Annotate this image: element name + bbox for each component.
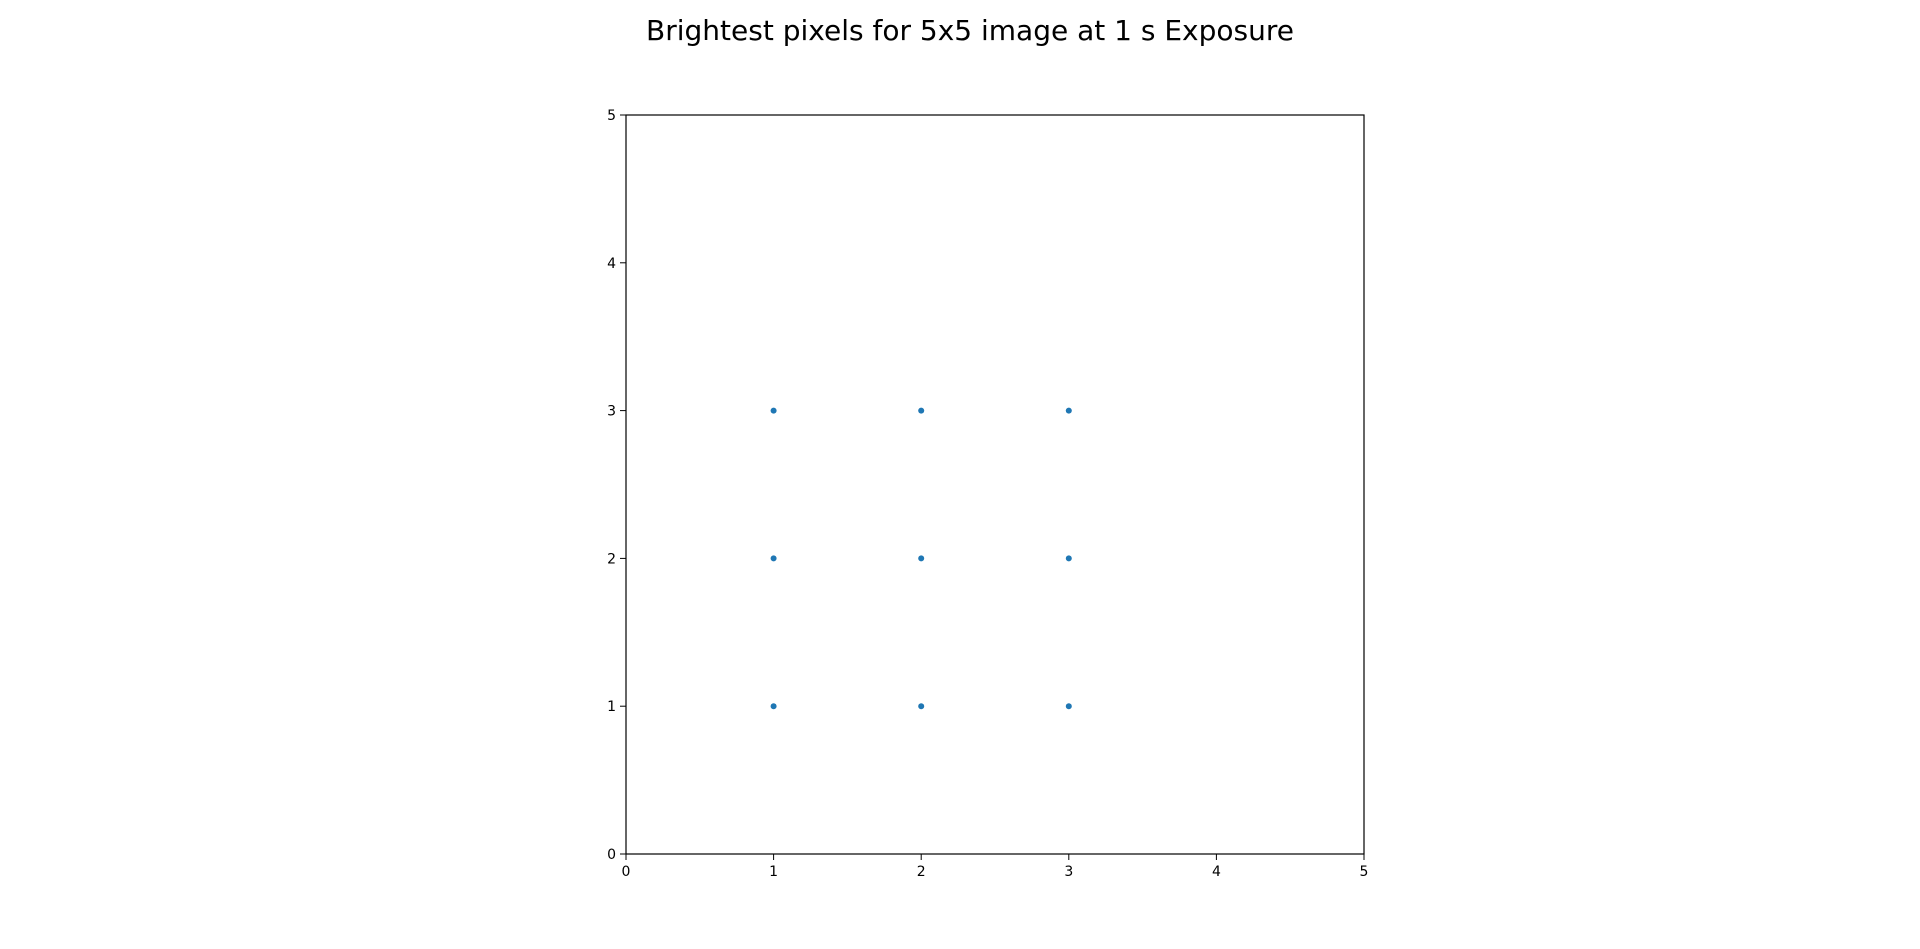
axes-frame bbox=[625, 114, 1365, 855]
data-point bbox=[770, 407, 777, 414]
data-point bbox=[1065, 555, 1072, 562]
data-point bbox=[918, 703, 925, 710]
y-tick-label: 2 bbox=[607, 551, 616, 567]
y-tick-label: 3 bbox=[607, 404, 616, 420]
data-point bbox=[918, 555, 925, 562]
x-tick-label: 3 bbox=[1064, 864, 1073, 880]
y-tick-label: 4 bbox=[607, 256, 616, 272]
y-axis: 0 1 2 3 4 5 bbox=[607, 108, 626, 863]
y-tick-label: 1 bbox=[607, 699, 616, 715]
data-point bbox=[1065, 407, 1072, 414]
x-tick-label: 5 bbox=[1360, 864, 1369, 880]
plot-area: 0 1 2 3 4 5 0 1 2 3 4 5 bbox=[607, 108, 1368, 880]
x-tick-label: 4 bbox=[1212, 864, 1221, 880]
chart-title: Brightest pixels for 5x5 image at 1 s Ex… bbox=[646, 14, 1294, 47]
data-point bbox=[770, 555, 777, 562]
x-tick-label: 0 bbox=[622, 864, 631, 880]
data-point bbox=[918, 407, 925, 414]
x-tick-label: 1 bbox=[769, 864, 778, 880]
y-tick-label: 0 bbox=[607, 847, 616, 863]
y-tick-label: 5 bbox=[607, 108, 616, 124]
data-points bbox=[770, 407, 1072, 710]
data-point bbox=[1065, 703, 1072, 710]
data-point bbox=[770, 703, 777, 710]
x-tick-label: 2 bbox=[917, 864, 926, 880]
x-axis: 0 1 2 3 4 5 bbox=[622, 854, 1369, 880]
